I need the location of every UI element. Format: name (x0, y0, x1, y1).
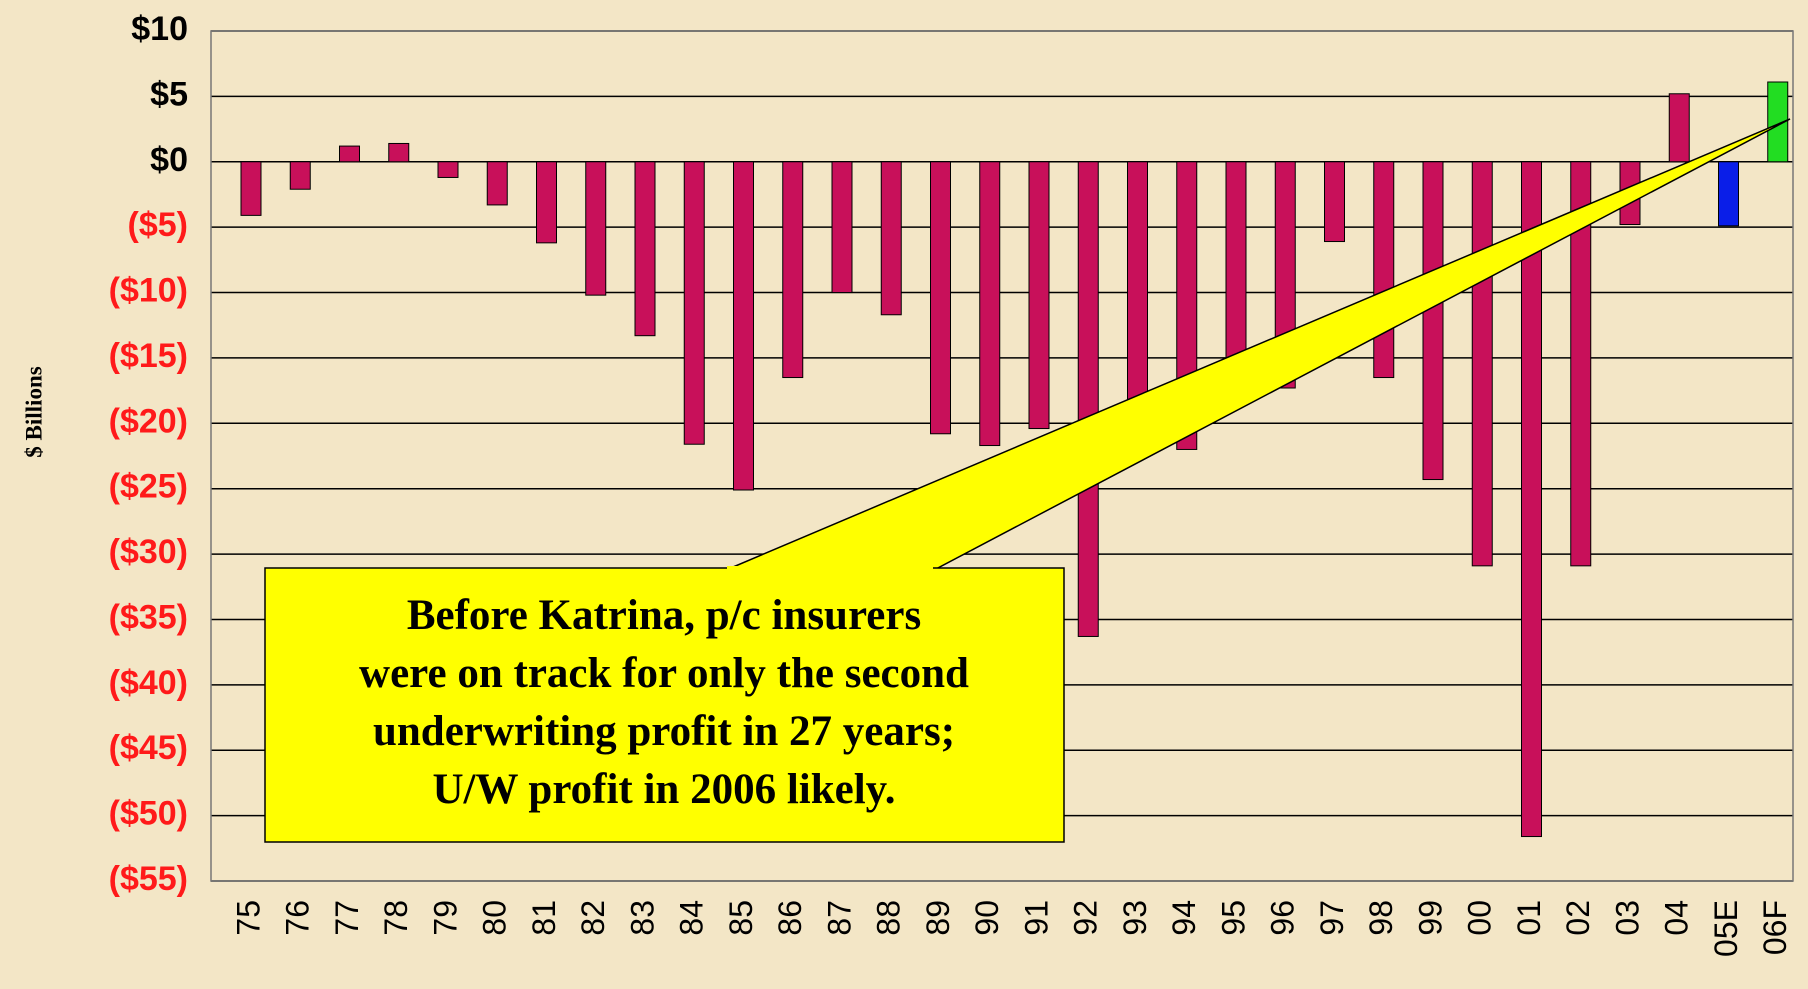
x-tick-label: 00 (1462, 900, 1498, 936)
bar (1028, 161, 1050, 430)
bar (880, 161, 902, 316)
bar (1077, 161, 1099, 637)
bar (536, 161, 557, 244)
bar (831, 161, 853, 294)
y-tick-label: ($20) (109, 402, 188, 440)
x-tick-label: 78 (378, 900, 414, 936)
x-tick-label: 75 (230, 900, 266, 936)
bar (683, 161, 705, 445)
x-tick-label: 76 (280, 900, 316, 936)
x-tick-label: 98 (1363, 900, 1399, 936)
bar (1668, 93, 1690, 163)
y-tick-label: $5 (150, 75, 188, 113)
x-tick-label: 81 (526, 900, 562, 936)
x-tick-label: 91 (1018, 900, 1054, 936)
y-tick-label: ($30) (109, 533, 188, 571)
callout-box (264, 567, 1065, 843)
x-tick-label: 80 (477, 900, 513, 936)
callout-text: underwriting profit in 27 years; (373, 708, 955, 755)
y-tick-label: ($45) (109, 729, 188, 767)
x-tick-label: 77 (329, 900, 365, 936)
bar (1471, 161, 1493, 567)
y-axis-label: $ Billions (21, 366, 46, 457)
bar (733, 161, 754, 491)
x-tick-label: 04 (1659, 900, 1695, 936)
bar (930, 161, 951, 435)
x-tick-label: 01 (1511, 900, 1547, 936)
y-tick-label: ($55) (109, 860, 188, 898)
bar (979, 161, 1001, 447)
y-tick-label: ($25) (109, 468, 188, 506)
bar (782, 161, 804, 379)
x-tick-label: 83 (624, 900, 660, 936)
bar (339, 145, 360, 163)
y-tick-label: $0 (150, 141, 188, 179)
bar (437, 161, 459, 178)
bar (388, 142, 410, 163)
x-tick-label: 92 (1068, 900, 1104, 936)
y-tick-label: ($50) (109, 795, 188, 833)
y-tick-label: $10 (131, 10, 188, 48)
x-tick-label: 89 (920, 900, 956, 936)
x-tick-label: 99 (1412, 900, 1448, 936)
x-tick-label: 82 (575, 900, 611, 936)
bar (1767, 81, 1789, 163)
bar (1373, 161, 1395, 379)
bar (1127, 161, 1148, 424)
bar (289, 161, 311, 190)
x-tick-label: 79 (427, 900, 463, 936)
callout-text: U/W profit in 2006 likely. (432, 766, 895, 813)
x-tick-label: 06F (1757, 900, 1793, 955)
y-tick-label: ($10) (109, 272, 188, 310)
x-tick-label: 84 (674, 900, 710, 936)
y-tick-label: ($40) (109, 664, 188, 702)
x-tick-label: 96 (1265, 900, 1301, 936)
bar (1521, 161, 1542, 838)
y-tick-label: ($35) (109, 598, 188, 636)
x-tick-label: 93 (1117, 900, 1153, 936)
x-tick-label: 86 (772, 900, 808, 936)
bar (486, 161, 508, 206)
bar (1422, 161, 1444, 481)
y-tick-label: ($15) (109, 337, 188, 375)
x-tick-label: 94 (1166, 900, 1202, 936)
plot-frame (210, 30, 1794, 882)
bar (240, 161, 262, 216)
bar (1718, 161, 1739, 227)
callout-join (727, 566, 933, 570)
callout-text: Before Katrina, p/c insurers (407, 592, 921, 639)
x-tick-label: 02 (1560, 900, 1596, 936)
x-tick-label: 03 (1609, 900, 1645, 936)
x-tick-label: 97 (1314, 900, 1350, 936)
x-tick-label: 05E (1708, 900, 1744, 957)
callout-text: were on track for only the second (359, 650, 969, 697)
bar (1324, 161, 1345, 243)
bar (585, 161, 607, 296)
x-tick-label: 95 (1215, 900, 1251, 936)
bar (1570, 161, 1592, 567)
x-tick-label: 87 (821, 900, 857, 936)
bar (634, 161, 656, 337)
y-tick-label: ($5) (128, 206, 188, 244)
x-tick-label: 88 (871, 900, 907, 936)
x-tick-label: 90 (969, 900, 1005, 936)
x-tick-label: 85 (723, 900, 759, 936)
